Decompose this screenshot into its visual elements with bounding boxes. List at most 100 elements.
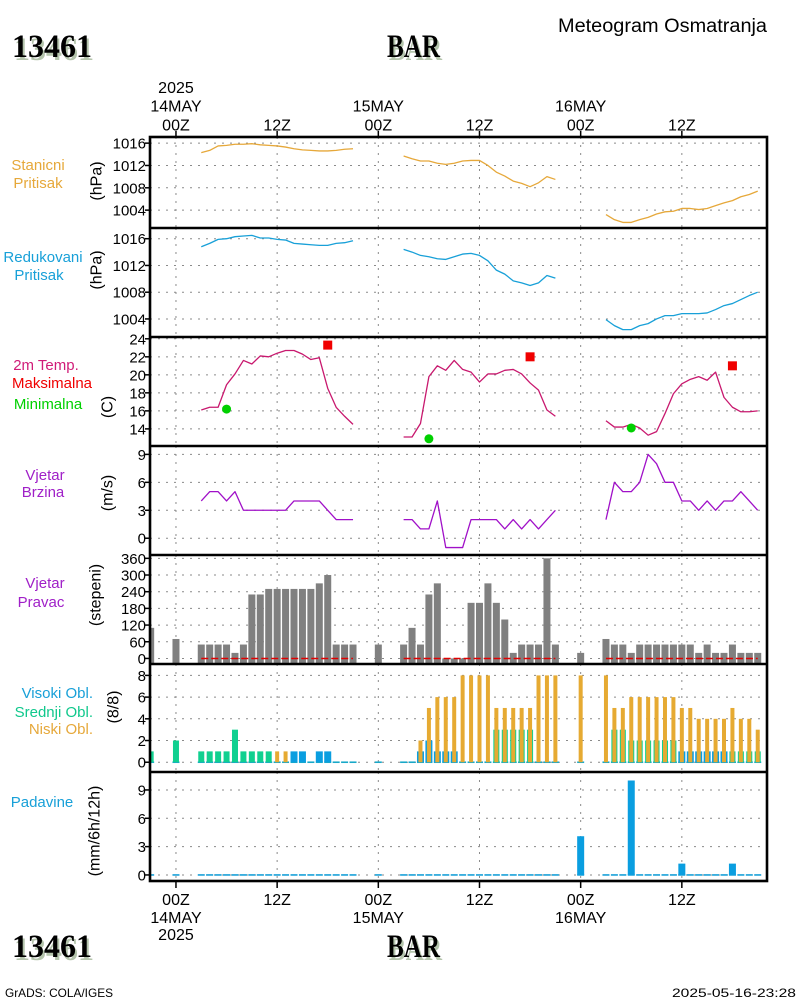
wind-direction-bar: [526, 644, 534, 664]
zero-value-marker: [307, 874, 315, 876]
software-credit: GrADS: COLA/IGES: [5, 986, 113, 1000]
cloud-cover-bar: [283, 751, 288, 763]
wind-direction-bar: [484, 583, 492, 664]
panel-reduced-pressure-axis: 1004 1008 1012 1016: [113, 231, 150, 328]
wind-direction-bar: [712, 652, 720, 664]
panel-wind-speed-axis: 0 3 6 9: [138, 447, 150, 548]
y-tick-label: 1004: [113, 203, 146, 220]
zero-value-marker: [400, 874, 408, 876]
zero-value-marker: [239, 874, 247, 876]
cloud-cover-bar: [435, 697, 440, 763]
label-temperature-min: Minimalna: [14, 396, 83, 413]
cloud-cover-bar: [223, 751, 230, 763]
zero-value-marker: [619, 874, 627, 876]
station-name: BAR: [387, 29, 441, 65]
zero-value-marker: [551, 874, 559, 876]
unit-station-pressure: (hPa): [89, 161, 106, 200]
temperature-series-line: [403, 359, 556, 438]
cloud-cover-bar: [646, 697, 651, 763]
zero-value-marker: [703, 874, 711, 876]
header: 13461 13461 BAR BAR Meteogram Osmatranja: [12, 16, 767, 68]
wind-direction-bar: [433, 583, 441, 664]
top-date-label: 14MAY: [150, 99, 202, 116]
y-tick-label: 1008: [113, 285, 146, 302]
zero-value-marker: [442, 874, 450, 876]
zero-value-marker: [324, 874, 332, 876]
bottom-time-label: 00Z: [567, 892, 595, 909]
cloud-cover-bar: [722, 718, 726, 763]
wind-direction-bar: [703, 644, 711, 664]
min-temperature-marker: [222, 404, 232, 414]
cloud-cover-bar: [730, 707, 735, 763]
cloud-cover-bar: [494, 707, 499, 763]
label-station-pressure-2: Pritisak: [13, 175, 63, 192]
y-tick-label: 2: [138, 733, 146, 750]
station-id: 13461: [12, 29, 92, 65]
top-time-label: 00Z: [162, 118, 190, 135]
cloud-cover-bar: [544, 675, 549, 763]
unit-cloud-cover: (8/8): [106, 691, 123, 724]
panel-wind-speed: [150, 446, 767, 555]
cloud-cover-bar: [150, 751, 154, 763]
label-temperature: 2m Temp.: [13, 357, 79, 374]
cloud-cover-bar: [443, 697, 448, 763]
cloud-cover-bar: [612, 707, 617, 763]
footer-station-name: BAR: [387, 929, 441, 965]
zero-value-marker: [341, 874, 349, 876]
y-tick-label: 9: [138, 782, 146, 799]
cloud-cover-bar: [418, 740, 423, 763]
max-temperature-marker: [525, 352, 535, 362]
cloud-cover-bar: [275, 751, 280, 763]
wind-direction-bar: [223, 644, 231, 664]
wind-direction-bar: [374, 644, 382, 664]
cloud-cover-bar: [502, 707, 507, 763]
wind-direction-bar: [577, 652, 585, 664]
zero-value-marker: [661, 874, 669, 876]
zero-value-marker: [669, 874, 677, 876]
y-tick-label: 9: [138, 447, 146, 464]
wind-direction-bar: [467, 602, 475, 664]
zero-value-marker: [712, 874, 720, 876]
footer: 13461 13461 BAR BAR GrADS: COLA/IGES 202…: [5, 929, 796, 1000]
cloud-cover-bar: [485, 675, 490, 763]
wind-direction-bar: [341, 644, 349, 664]
wind-direction-bar: [450, 658, 458, 664]
cloud-cover-bar: [460, 675, 465, 763]
cloud-cover-bar: [477, 675, 482, 763]
cloud-cover-bar: [637, 697, 642, 763]
zero-value-marker: [695, 874, 703, 876]
wind-direction-bar: [543, 558, 551, 664]
wind-direction-bar: [492, 602, 500, 664]
wind-direction-bar: [332, 644, 340, 664]
wind-direction-bar: [273, 588, 281, 664]
wind-direction-bar: [442, 658, 450, 664]
top-time-label: 12Z: [263, 118, 291, 135]
panel-station-pressure-axis: 1004 1008 1012 1016: [113, 136, 150, 220]
cloud-cover-bar: [248, 751, 255, 763]
wind-direction-bar: [239, 644, 247, 664]
label-reduced-pressure-2: Pritisak: [14, 267, 64, 284]
cloud-cover-bar: [662, 697, 667, 763]
cloud-cover-bar: [747, 718, 752, 763]
cloud-cover-bar: [629, 697, 634, 763]
label-station-pressure-1: Stanicni: [11, 157, 64, 174]
zero-value-marker: [400, 761, 408, 764]
cloud-cover-bar: [198, 751, 205, 763]
wind-direction-bar: [197, 644, 205, 664]
y-tick-label: 180: [121, 601, 146, 618]
plot-frame: [148, 135, 769, 883]
zero-value-marker: [459, 874, 467, 876]
panel-cloud-cover: [150, 664, 767, 772]
top-date-label: 15MAY: [353, 99, 405, 116]
cloud-cover-bar: [553, 675, 558, 763]
panel-station-pressure: [150, 137, 767, 228]
y-tick-label: 0: [138, 755, 146, 772]
wind-direction-bar: [619, 644, 627, 664]
zero-value-marker: [315, 874, 323, 876]
cloud-cover-bar: [426, 707, 431, 763]
y-tick-label: 22: [129, 349, 146, 366]
zero-value-marker: [206, 874, 214, 876]
top-time-label: 00Z: [365, 118, 393, 135]
bottom-time-label: 12Z: [668, 892, 696, 909]
wind-direction-bar: [636, 644, 644, 664]
